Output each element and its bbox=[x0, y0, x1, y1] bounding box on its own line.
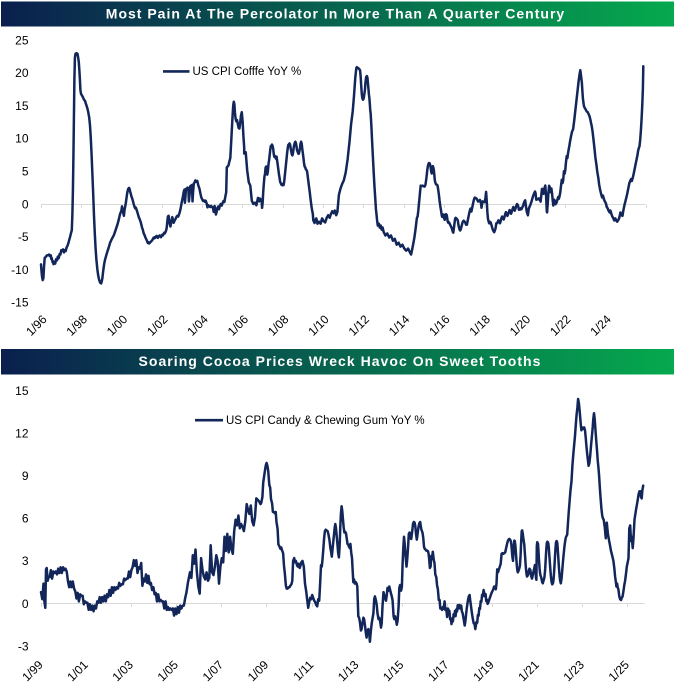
svg-text:10: 10 bbox=[15, 132, 29, 146]
svg-text:15: 15 bbox=[15, 384, 29, 398]
svg-text:5: 5 bbox=[22, 165, 29, 179]
svg-text:12: 12 bbox=[15, 426, 29, 440]
svg-text:-10: -10 bbox=[11, 263, 29, 277]
svg-text:Soaring Cocoa Prices Wreck Hav: Soaring Cocoa Prices Wreck Havoc On Swee… bbox=[139, 353, 542, 369]
svg-text:-15: -15 bbox=[11, 296, 29, 310]
svg-text:6: 6 bbox=[22, 512, 29, 526]
svg-text:US CPI Candy & Chewing Gum YoY: US CPI Candy & Chewing Gum YoY % bbox=[226, 415, 425, 427]
svg-text:0: 0 bbox=[22, 597, 29, 611]
svg-text:3: 3 bbox=[22, 554, 29, 568]
svg-text:20: 20 bbox=[15, 66, 29, 80]
svg-text:US CPI Cofffe YoY %: US CPI Cofffe YoY % bbox=[193, 66, 302, 78]
svg-text:0: 0 bbox=[22, 197, 29, 211]
svg-text:9: 9 bbox=[22, 469, 29, 483]
svg-text:-3: -3 bbox=[18, 639, 29, 653]
svg-text:15: 15 bbox=[15, 99, 29, 113]
svg-text:Most Pain At The Percolator In: Most Pain At The Percolator In More Than… bbox=[106, 5, 565, 21]
svg-text:-5: -5 bbox=[18, 230, 29, 244]
svg-text:25: 25 bbox=[15, 33, 29, 47]
